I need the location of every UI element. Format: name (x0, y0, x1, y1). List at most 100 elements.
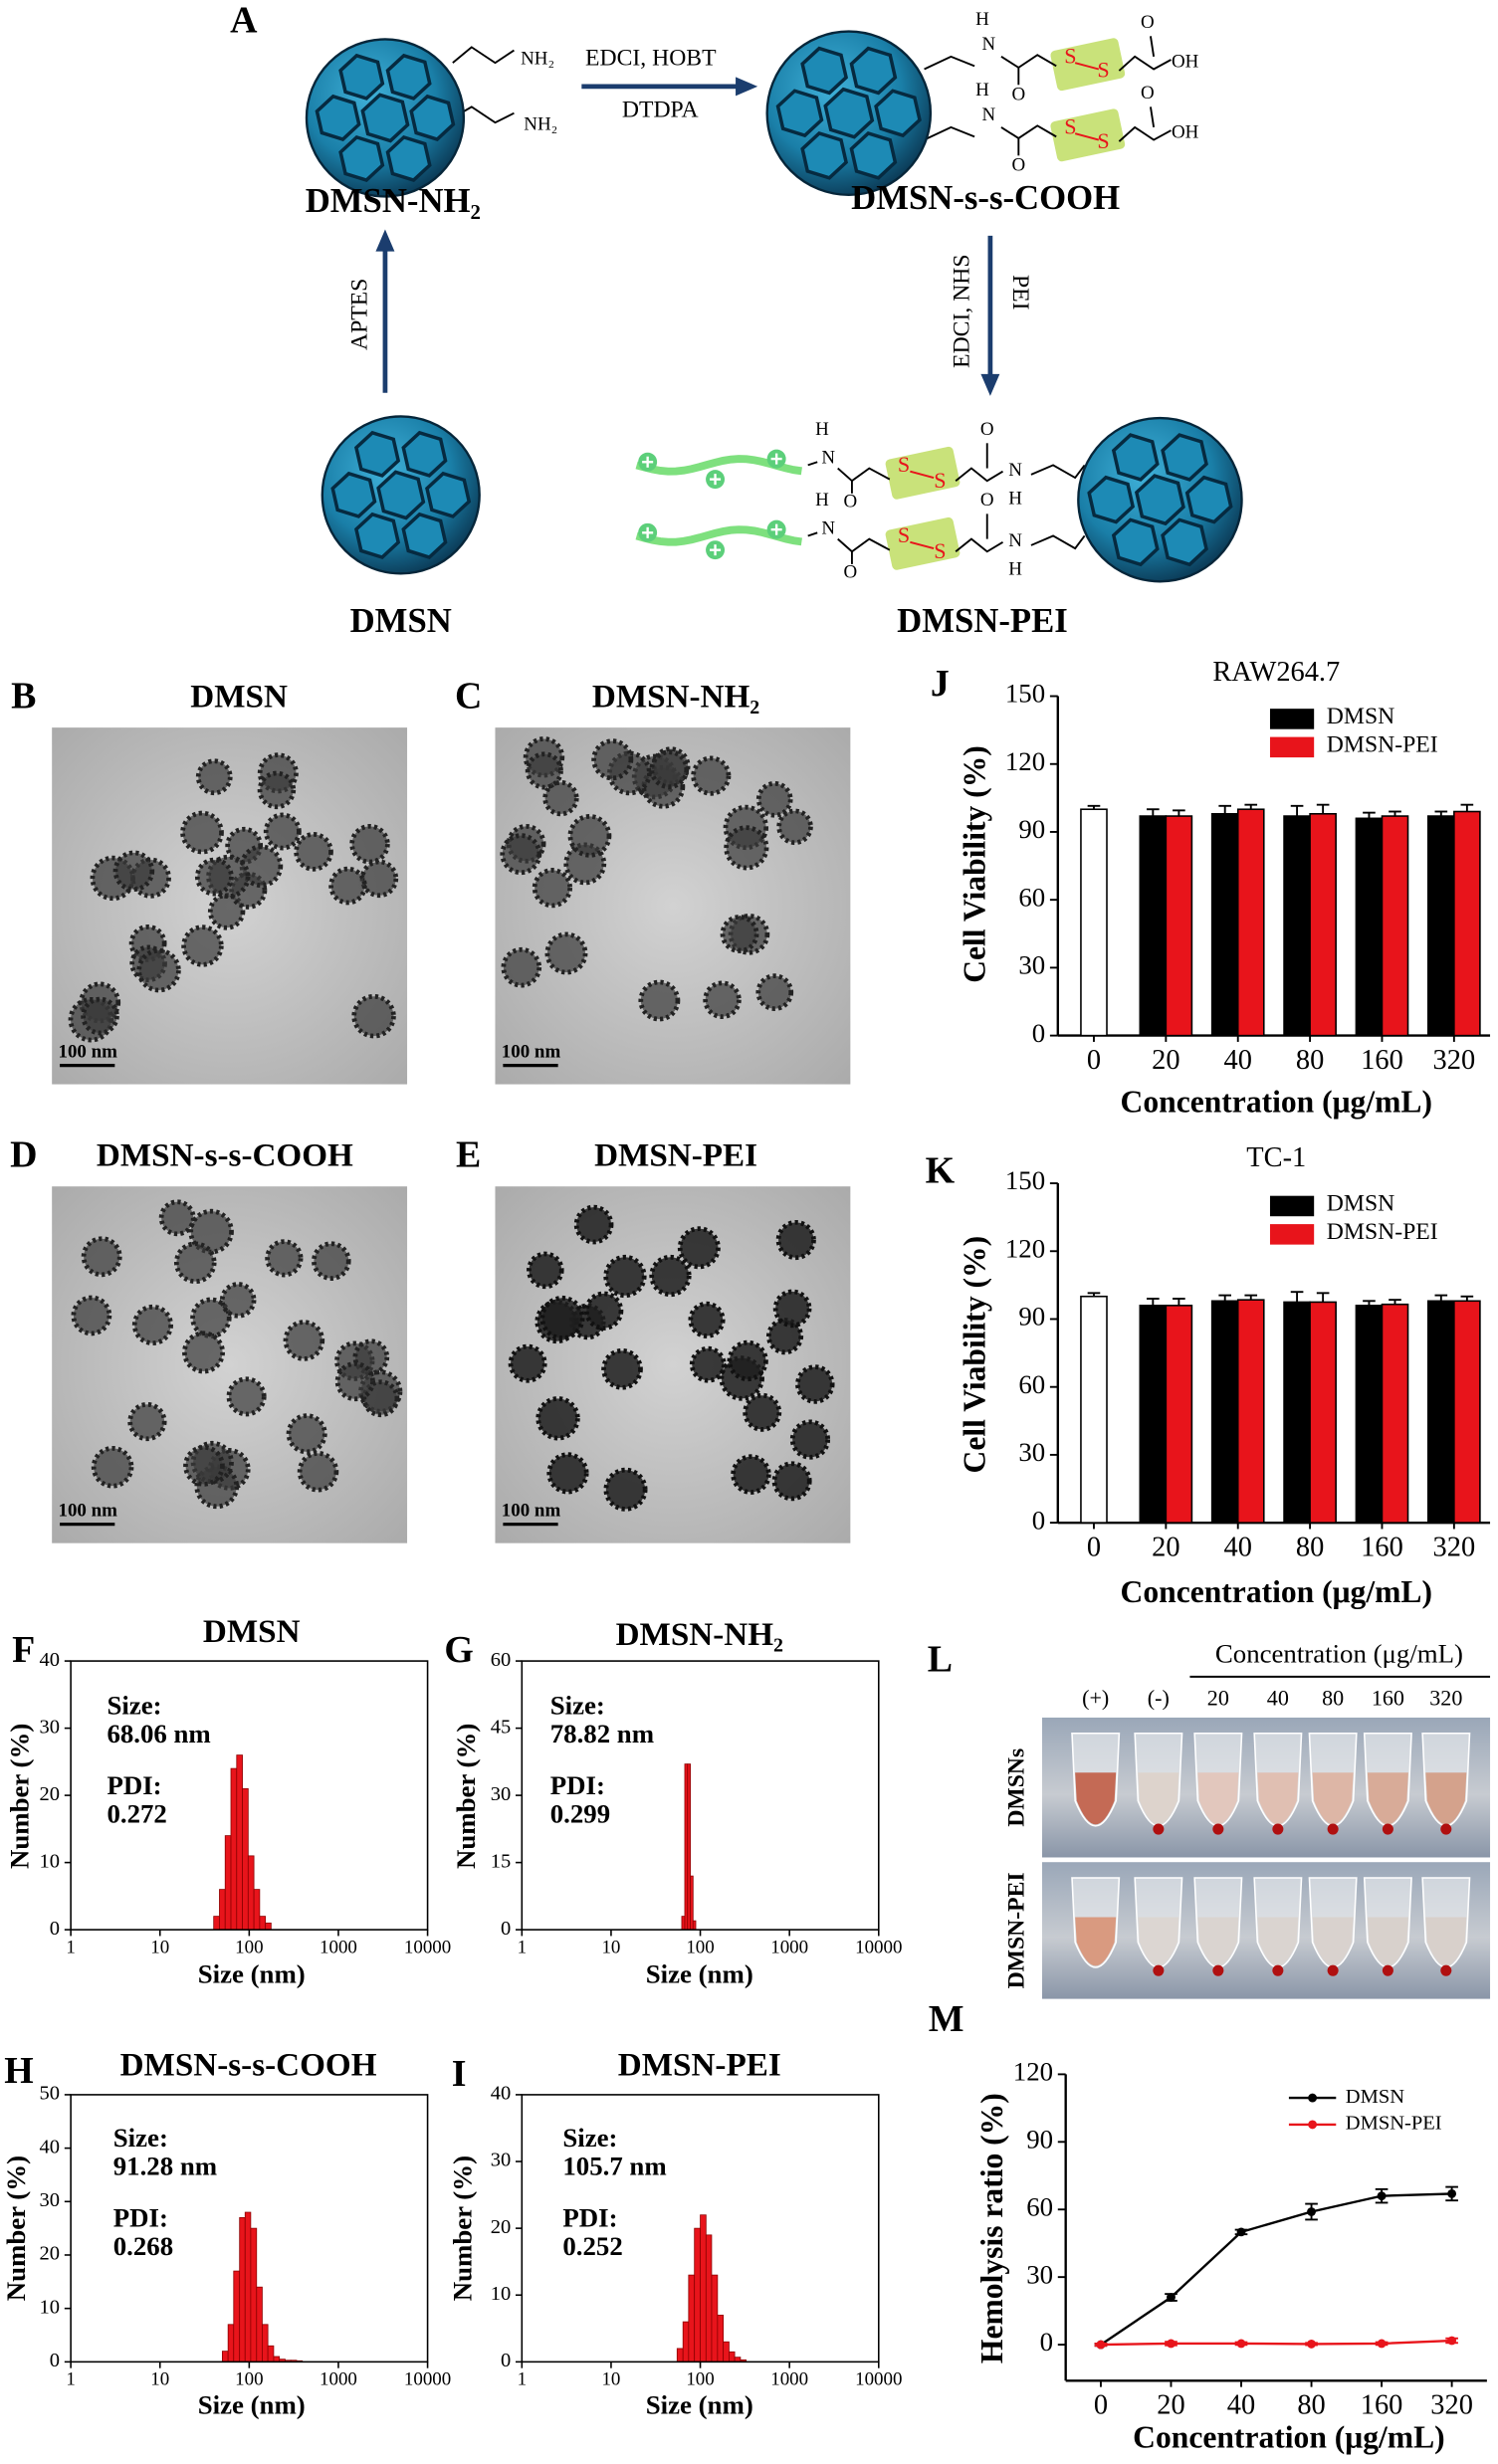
particle (136, 947, 181, 993)
particle (795, 1364, 835, 1404)
chain (924, 55, 975, 71)
particle (703, 980, 742, 1019)
point (1447, 2188, 1457, 2198)
histogram-bar (233, 2270, 241, 2362)
rbc-pellet (1440, 1964, 1452, 1976)
bar (1427, 1300, 1455, 1524)
atom-label: S (934, 538, 946, 563)
x-axis-label: Concentration (μg/mL) (1133, 2420, 1444, 2455)
chain (1118, 55, 1172, 72)
tube-liquid (1257, 1772, 1299, 1825)
atom-label: H (1008, 488, 1022, 509)
tube-liquid (1425, 1917, 1467, 1966)
particle (691, 755, 732, 796)
particle (544, 931, 588, 975)
bar (1427, 815, 1455, 1037)
rbc-pellet (1327, 1964, 1339, 1976)
panel-letter: C (455, 675, 482, 717)
bond (1074, 62, 1100, 71)
x-tick-label: 10000 (404, 1937, 451, 1957)
histogram-bar (250, 2227, 258, 2362)
x-tick-label: 80 (1296, 1045, 1324, 1076)
pore (338, 53, 385, 101)
particle (755, 973, 794, 1011)
chain (1030, 534, 1086, 550)
y-tick-label: 40 (40, 2136, 61, 2157)
particle (772, 1289, 812, 1329)
x-tick-label: 1000 (770, 2369, 808, 2390)
x-tick-label: 0 (1087, 1045, 1101, 1076)
panel-letter: D (10, 1133, 37, 1175)
panel-letter: I (452, 2053, 467, 2095)
x-tick-label: 10000 (855, 2369, 902, 2390)
pore (360, 93, 410, 143)
histogram-bar (684, 1763, 689, 1931)
annotation: Size: (113, 2123, 168, 2153)
bar (1139, 815, 1168, 1037)
particle (158, 1199, 196, 1237)
atom-label: H (975, 9, 989, 30)
annotation: 0.252 (562, 2231, 622, 2261)
label: NH₂ (521, 48, 554, 69)
panel-letter: J (931, 663, 950, 705)
particle (573, 1204, 614, 1245)
rbc-pellet (1212, 1823, 1224, 1835)
y-tick-label: 120 (1005, 1233, 1045, 1263)
particle (257, 770, 297, 810)
bar (1381, 1303, 1409, 1524)
disulfide-box (885, 446, 961, 500)
y-tick-label: 0 (501, 2350, 511, 2371)
particle (263, 812, 302, 851)
atom-label: O (1011, 155, 1025, 176)
histogram-bar (700, 2214, 707, 2362)
panel-letter: G (444, 1629, 473, 1671)
particle (359, 859, 399, 899)
particle (188, 1208, 234, 1255)
panel-letter: K (926, 1149, 956, 1191)
pore (409, 94, 456, 141)
histogram-bar (273, 2356, 281, 2362)
panel-title: DMSN (190, 678, 288, 715)
point (1377, 2191, 1387, 2201)
arrow-head (375, 229, 395, 252)
column-label: 80 (1322, 1686, 1344, 1711)
particle (190, 1297, 232, 1339)
y-axis-label: Number (%) (448, 2156, 478, 2301)
pore (874, 89, 922, 138)
atom-label: O (844, 492, 858, 513)
chain (807, 531, 818, 537)
annotation: PDI: (113, 2202, 168, 2232)
pore (354, 512, 401, 559)
annotation: Size: (550, 1691, 605, 1721)
y-tick-label: 0 (50, 1918, 60, 1940)
histogram-bar (213, 1916, 220, 1931)
atom-label: S (1097, 58, 1109, 83)
legend-marker (1308, 2093, 1318, 2103)
pore (425, 471, 472, 518)
bar (1210, 812, 1239, 1037)
particle (71, 1295, 112, 1336)
histogram-bar (256, 2286, 263, 2362)
x-tick-label: 1 (518, 1937, 527, 1957)
legend-swatch (1269, 709, 1315, 729)
arrow-head (736, 77, 758, 97)
point (1447, 2336, 1457, 2346)
bar (1080, 1295, 1108, 1524)
y-tick-label: 90 (1018, 1302, 1045, 1332)
reagent-label: PEI (1007, 275, 1033, 310)
pore (1111, 433, 1160, 482)
particle (91, 1445, 134, 1489)
y-tick-label: 120 (1005, 746, 1045, 776)
tube-liquid (1197, 1772, 1239, 1825)
column-label: 40 (1267, 1686, 1289, 1711)
histogram-bar (230, 1767, 238, 1931)
reagent-label: EDCI, HOBT (585, 45, 717, 71)
atom-label: O (980, 419, 994, 440)
point (1236, 2339, 1246, 2349)
annotation: Size: (562, 2123, 617, 2153)
bar (1236, 1299, 1265, 1524)
histogram-bar (705, 2234, 713, 2362)
particle (731, 1454, 771, 1495)
row-label: DMSNs (1004, 1748, 1030, 1827)
